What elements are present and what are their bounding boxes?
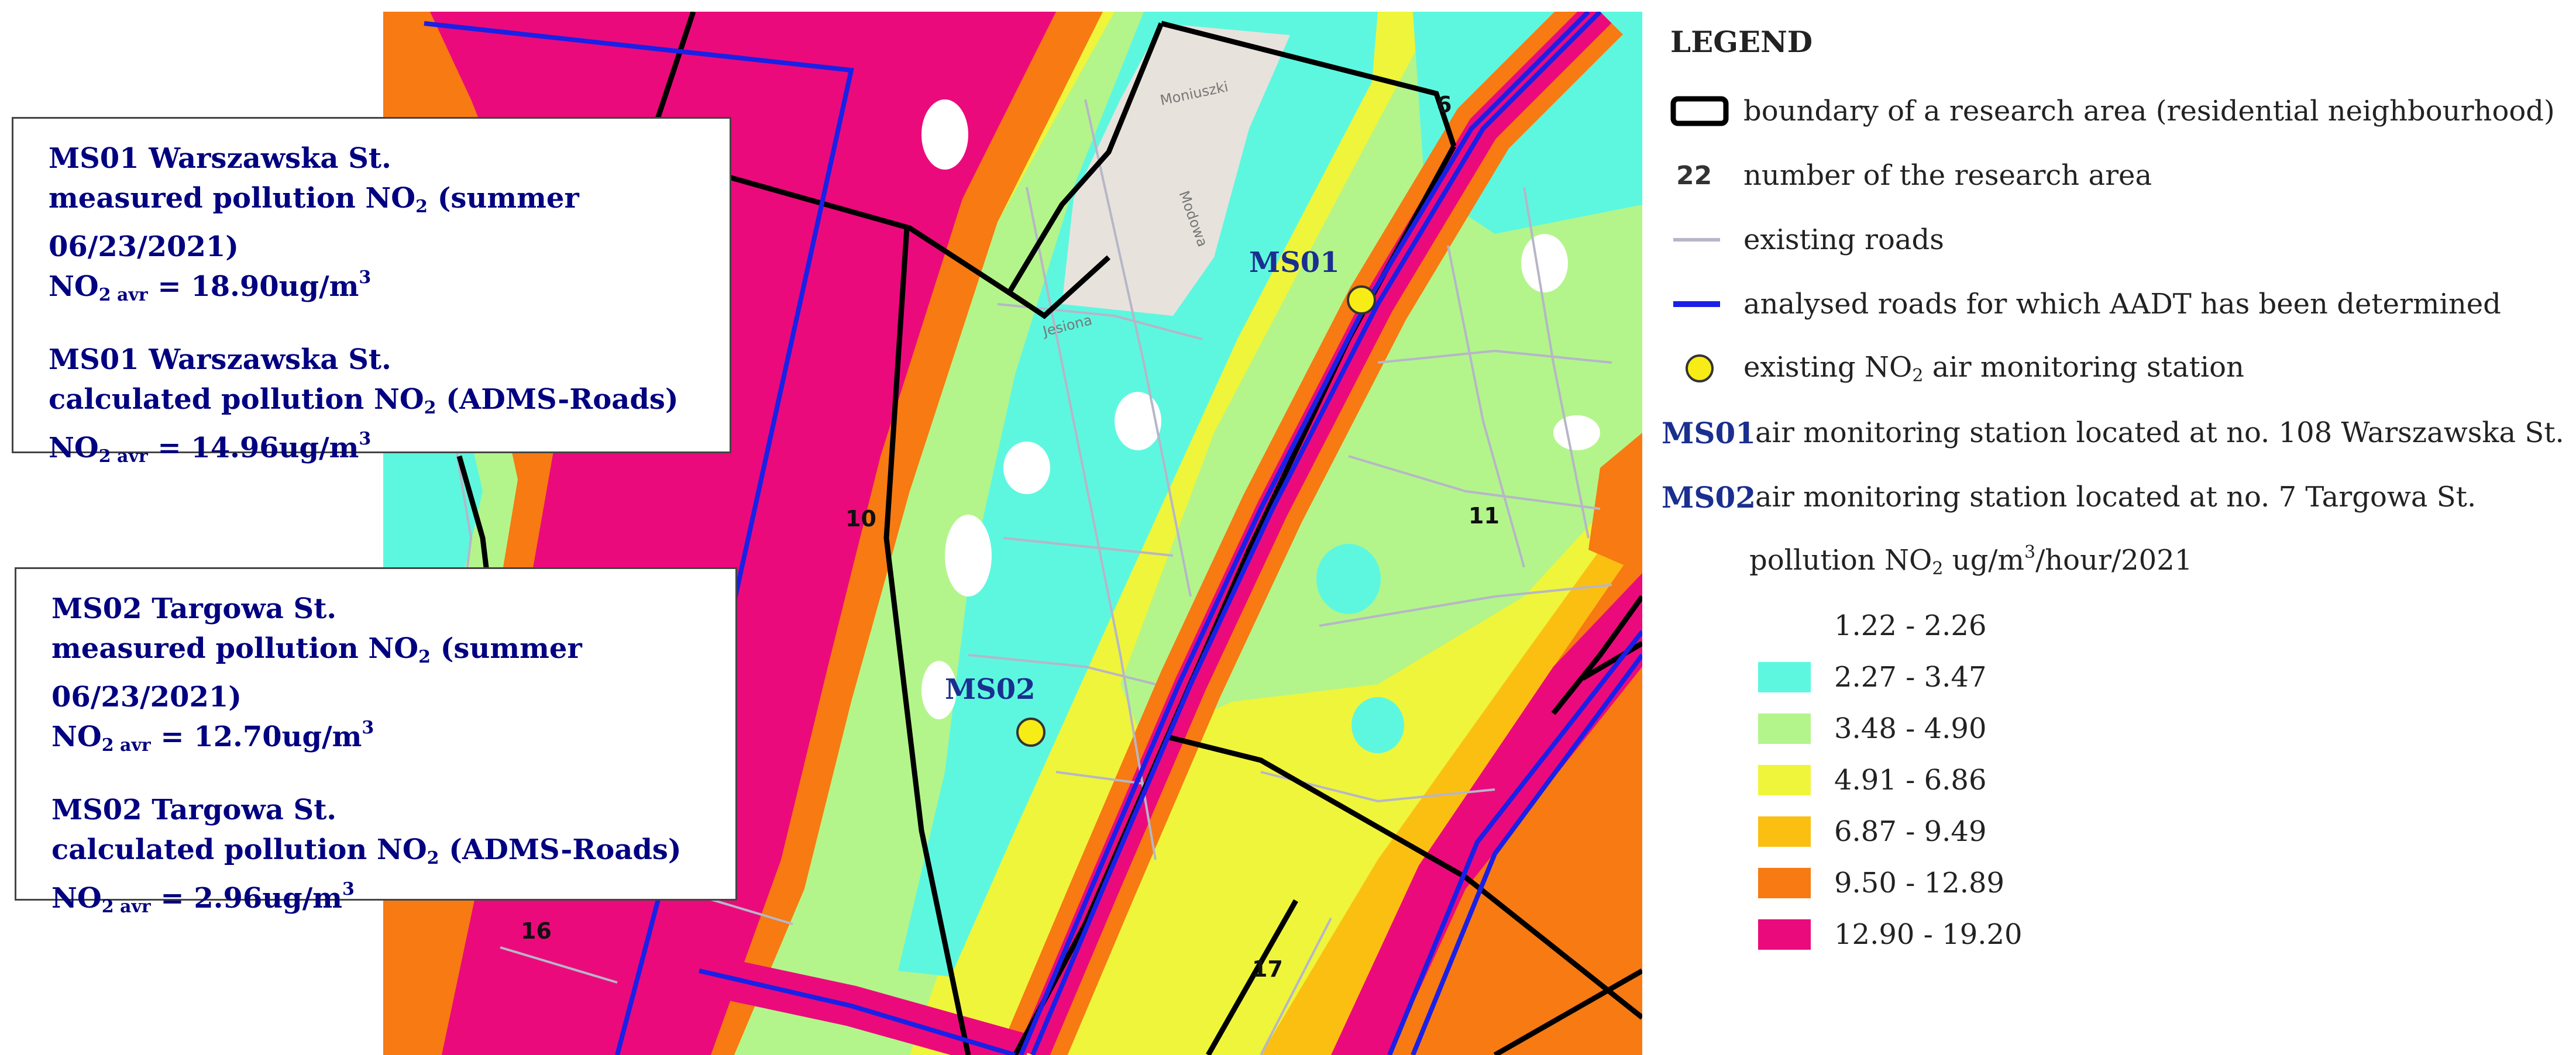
station-ms01-label: MS01 [1249,246,1340,279]
legend-class-3: 3.48 - 4.90 [1758,708,1986,749]
area-number: 17 [1252,956,1283,982]
legend-ms02-code: MS02 [1662,480,1756,515]
pollution-zone-east-cyan-spot [1316,544,1381,614]
legend-class-range: 3.48 - 4.90 [1834,712,1987,745]
callout-ms02-calculated-line: calculated pollution NO2 (ADMS-Roads) [51,833,682,868]
legend-item-analysed-roads: analysed roads for which AADT has been d… [1656,284,2501,325]
callout-ms01-calculated-value: NO2 avr = 14.96ug/m3 [49,429,372,467]
legend-ms01-label: air monitoring station located at no. 10… [1755,416,2564,449]
legend-item-ms02: MS02 air monitoring station located at n… [1656,477,2476,518]
legend-class-range: 12.90 - 19.20 [1834,918,2023,951]
legend-class-swatch [1758,868,1811,898]
callout-ms02: MS02 Targowa St. measured pollution NO2 … [15,567,737,917]
legend-scale-title: pollution NO2 ug/m3/hour/2021 [1749,542,2193,580]
area-number: 10 [845,506,876,532]
legend-item-station: existing NO2 air monitoring station [1656,348,2244,389]
callout-ms02-calculated-value: NO2 avr = 2.96ug/m3 [51,879,355,918]
analysed-road-symbol [1656,284,1743,325]
legend-station-label: existing NO2 air monitoring station [1743,351,2244,386]
legend-class-swatch [1758,611,1811,641]
legend-class-4: 4.91 - 6.86 [1758,760,1986,801]
area-number-symbol: 22 [1656,155,1743,196]
legend-class-swatch [1758,713,1811,744]
legend-area-number-label: number of the research area [1743,159,2152,192]
residential-spot [1003,442,1050,494]
residential-spot [921,661,957,719]
legend-class-swatch [1758,816,1811,847]
residential-spot [1521,234,1568,292]
callout-ms01: MS01 Warszawska St. measured pollution N… [12,117,731,467]
pollution-zone-southeast-magenta [1331,573,1642,1055]
pollution-zone-east-edge-orange [1588,433,1642,573]
legend-class-range: 1.22 - 2.26 [1834,609,1987,642]
legend-ms01-code: MS01 [1662,415,1756,450]
station-ms02-marker [1016,718,1045,747]
legend-class-range: 2.27 - 3.47 [1834,661,1987,694]
svg-text:22: 22 [1676,161,1712,191]
area-number: 11 [1468,503,1499,529]
legend-class-7: 12.90 - 19.20 [1758,914,2023,955]
legend-class-1: 1.22 - 2.26 [1758,605,1986,646]
legend: LEGEND boundary of a research area (resi… [1656,18,2574,1000]
callout-ms02-measured-value: NO2 avr = 12.70ug/m3 [51,718,374,756]
legend-roads-label: existing roads [1743,223,1944,256]
legend-analysed-roads-label: analysed roads for which AADT has been d… [1743,288,2501,320]
residential-spot [1553,415,1600,450]
boundary-symbol [1656,91,1743,132]
callout-ms02-measured-title: MS02 Targowa St. [51,592,337,625]
residential-spot [921,99,968,170]
existing-road-symbol [1656,219,1743,260]
callout-ms01-measured-line: measured pollution NO2 (summer 06/23/202… [49,182,579,263]
legend-item-area-number: 22 number of the research area [1656,155,2152,196]
legend-class-2: 2.27 - 3.47 [1758,657,1986,698]
callout-ms02-calculated-title: MS02 Targowa St. [51,794,337,826]
residential-block [1062,23,1290,316]
legend-boundary-label: boundary of a research area (residential… [1743,95,2555,127]
legend-class-swatch [1758,662,1811,692]
pollution-zone-east-cyan-spot [1351,697,1404,753]
legend-class-range: 9.50 - 12.89 [1834,867,2005,899]
residential-spot [945,515,992,597]
area-number: 6 [1436,92,1452,118]
callout-ms01-measured-title: MS01 Warszawska St. [49,142,391,175]
legend-class-range: 4.91 - 6.86 [1834,764,1987,797]
callout-ms01-calculated-line: calculated pollution NO2 (ADMS-Roads) [49,383,679,418]
area-number: 16 [521,918,552,944]
legend-class-6: 9.50 - 12.89 [1758,863,2004,904]
callout-ms01-calculated-title: MS01 Warszawska St. [49,343,391,376]
legend-class-5: 6.87 - 9.49 [1758,811,1986,852]
callout-ms01-measured-value: NO2 avr = 18.90ug/m3 [49,267,372,306]
station-ms01-marker [1347,285,1376,315]
legend-ms02-label: air monitoring station located at no. 7 … [1755,481,2477,513]
residential-spot [1115,392,1161,450]
legend-class-range: 6.87 - 9.49 [1834,815,1987,848]
station-ms02-label: MS02 [945,673,1036,706]
station-symbol [1656,348,1743,389]
callout-ms02-measured-line: measured pollution NO2 (summer 06/23/202… [51,632,582,713]
legend-class-swatch [1758,919,1811,950]
legend-item-ms01: MS01 air monitoring station located at n… [1656,412,2564,453]
legend-class-swatch [1758,765,1811,795]
pollution-zone-east-cyan-spot [1542,76,1624,181]
legend-title: LEGEND [1670,25,1813,59]
legend-item-roads: existing roads [1656,219,1944,260]
legend-item-boundary: boundary of a research area (residential… [1656,91,2555,132]
